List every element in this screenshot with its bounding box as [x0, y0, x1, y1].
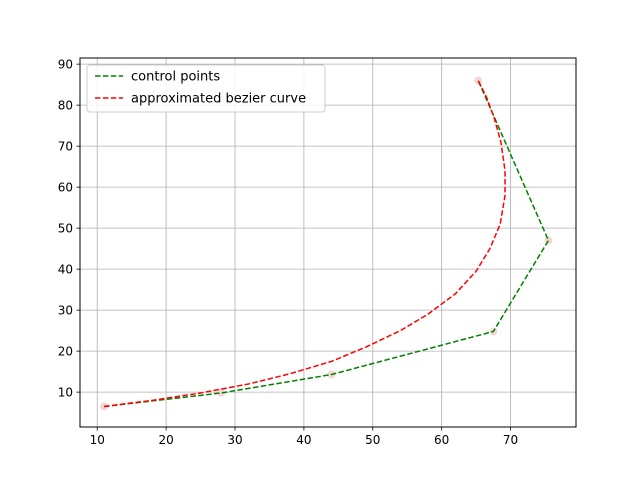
- bezier-curve-line: [104, 80, 506, 408]
- control-point-marker: [474, 76, 483, 85]
- y-tick-label: 70: [58, 139, 73, 153]
- y-tick-label: 90: [58, 57, 73, 71]
- plot-area: [80, 58, 576, 427]
- control-point-marker: [217, 388, 226, 397]
- x-tick-label: 40: [296, 433, 311, 447]
- series-layer: [100, 76, 553, 411]
- legend-label-bezier-curve: approximated bezier curve: [131, 92, 306, 107]
- y-tick-label: 60: [58, 180, 73, 194]
- x-tick-label: 20: [158, 433, 173, 447]
- y-tick-label: 40: [58, 262, 73, 276]
- x-tick-label: 70: [503, 433, 518, 447]
- x-tick-label: 10: [90, 433, 105, 447]
- y-tick-label: 10: [58, 385, 73, 399]
- grid: [80, 58, 576, 427]
- legend-label-control-points: control points: [131, 70, 220, 85]
- plot-frame: [79, 57, 577, 428]
- x-tick-label: 50: [365, 433, 380, 447]
- x-tick-label: 30: [227, 433, 242, 447]
- ticks: 10 20 30 40 50 60 70 10 20 30 40 50 60 70 80 90: [58, 57, 518, 447]
- legend: control points approximated bezier curve: [86, 64, 326, 113]
- y-tick-label: 20: [58, 344, 73, 358]
- y-tick-label: 50: [58, 221, 73, 235]
- control-points-line: [104, 80, 550, 408]
- x-tick-label: 60: [434, 433, 449, 447]
- legend-box: [86, 64, 326, 113]
- y-tick-label: 30: [58, 303, 73, 317]
- control-point-marker: [544, 236, 553, 245]
- y-tick-label: 80: [58, 98, 73, 112]
